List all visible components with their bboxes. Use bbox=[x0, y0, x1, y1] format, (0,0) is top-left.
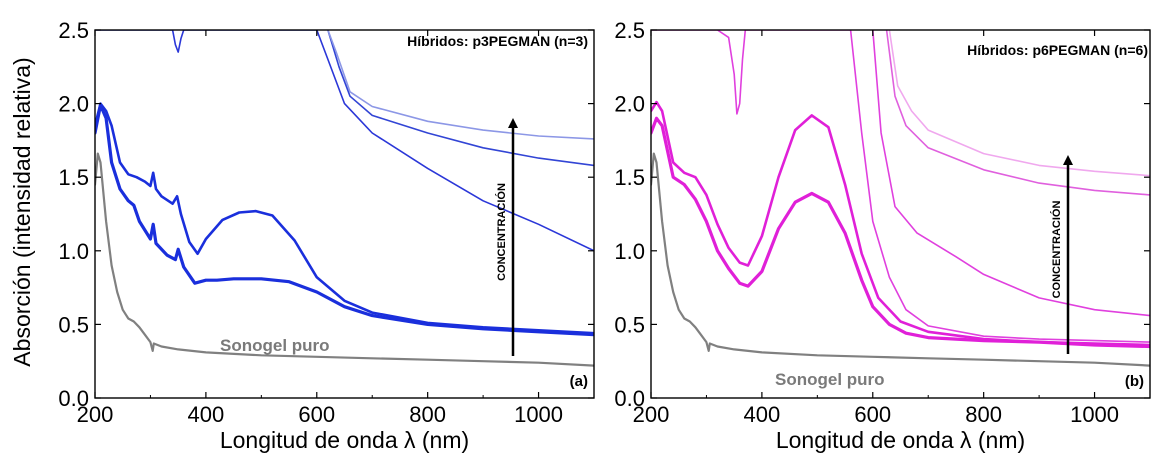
y-tick-label: 0.5 bbox=[614, 312, 645, 337]
arrow-up-icon bbox=[508, 118, 518, 128]
series-line bbox=[651, 116, 1150, 349]
series-line bbox=[95, 102, 594, 335]
x-tick-label: 800 bbox=[409, 402, 446, 427]
y-tick-label: 0.5 bbox=[58, 312, 89, 337]
series-line bbox=[888, 30, 1150, 177]
concentration-label: CONCENTRACIÓN bbox=[495, 183, 508, 281]
x-axis-label: Longitud de onda λ (nm) bbox=[776, 427, 1025, 453]
panel-label: (b) bbox=[1125, 373, 1144, 390]
y-tick-label: 2.0 bbox=[58, 92, 89, 117]
y-tick-label: 1.5 bbox=[614, 165, 645, 190]
x-axis-label: Longitud de onda λ (nm) bbox=[220, 427, 469, 453]
sonogel-annotation: Sonogel puro bbox=[220, 336, 330, 355]
panel-label: (a) bbox=[570, 373, 588, 390]
x-tick-label: 400 bbox=[188, 402, 225, 427]
y-tick-label: 0.0 bbox=[58, 386, 89, 411]
x-tick-label: 200 bbox=[77, 402, 114, 427]
arrow-up-icon bbox=[1063, 155, 1073, 165]
series-line bbox=[327, 30, 594, 140]
panel-a: 200 400 600 800 1000 0.0 0.5 1.0 1.5 2.0 2.5 Longit… bbox=[58, 18, 595, 453]
y-tick-label: 1.5 bbox=[58, 165, 89, 190]
series-line bbox=[872, 30, 1150, 317]
series-line bbox=[95, 152, 594, 367]
series-line bbox=[95, 30, 594, 252]
x-tick-label: 200 bbox=[633, 402, 670, 427]
x-tick-label: 1000 bbox=[514, 402, 563, 427]
series-line bbox=[651, 100, 1150, 347]
chart-title: Híbridos: p6PEGMAN (n=6) bbox=[967, 42, 1148, 58]
series-line bbox=[651, 152, 1150, 367]
sonogel-annotation: Sonogel puro bbox=[775, 370, 885, 389]
series-line bbox=[885, 30, 1150, 196]
series-line bbox=[327, 30, 594, 167]
plot-area bbox=[95, 30, 594, 367]
plot-frame bbox=[650, 29, 1151, 399]
series-line bbox=[95, 103, 594, 337]
concentration-label: CONCENTRACIÓN bbox=[1050, 201, 1063, 299]
y-tick-label: 1.0 bbox=[614, 239, 645, 264]
y-tick-label: 2.0 bbox=[614, 92, 645, 117]
x-tick-label: 1000 bbox=[1070, 402, 1119, 427]
chart-title: Híbridos: p3PEGMAN (n=3) bbox=[407, 33, 588, 49]
x-tick-label: 600 bbox=[298, 402, 335, 427]
x-tick-label: 400 bbox=[744, 402, 781, 427]
y-axis-label: Absorción (intensidad relativa) bbox=[9, 57, 35, 366]
plot-frame bbox=[94, 29, 595, 399]
y-tick-label: 1.0 bbox=[58, 239, 89, 264]
x-tick-label: 800 bbox=[965, 402, 1002, 427]
panel-b: 200 400 600 800 1000 0.0 0.5 1.0 1.5 2.0 2.5 Longit… bbox=[614, 18, 1151, 453]
plot-area bbox=[651, 30, 1150, 367]
y-tick-label: 2.5 bbox=[614, 18, 645, 43]
y-tick-label: 0.0 bbox=[614, 386, 645, 411]
x-tick-label: 600 bbox=[854, 402, 891, 427]
series-line bbox=[651, 30, 1150, 343]
y-tick-label: 2.5 bbox=[58, 18, 89, 43]
